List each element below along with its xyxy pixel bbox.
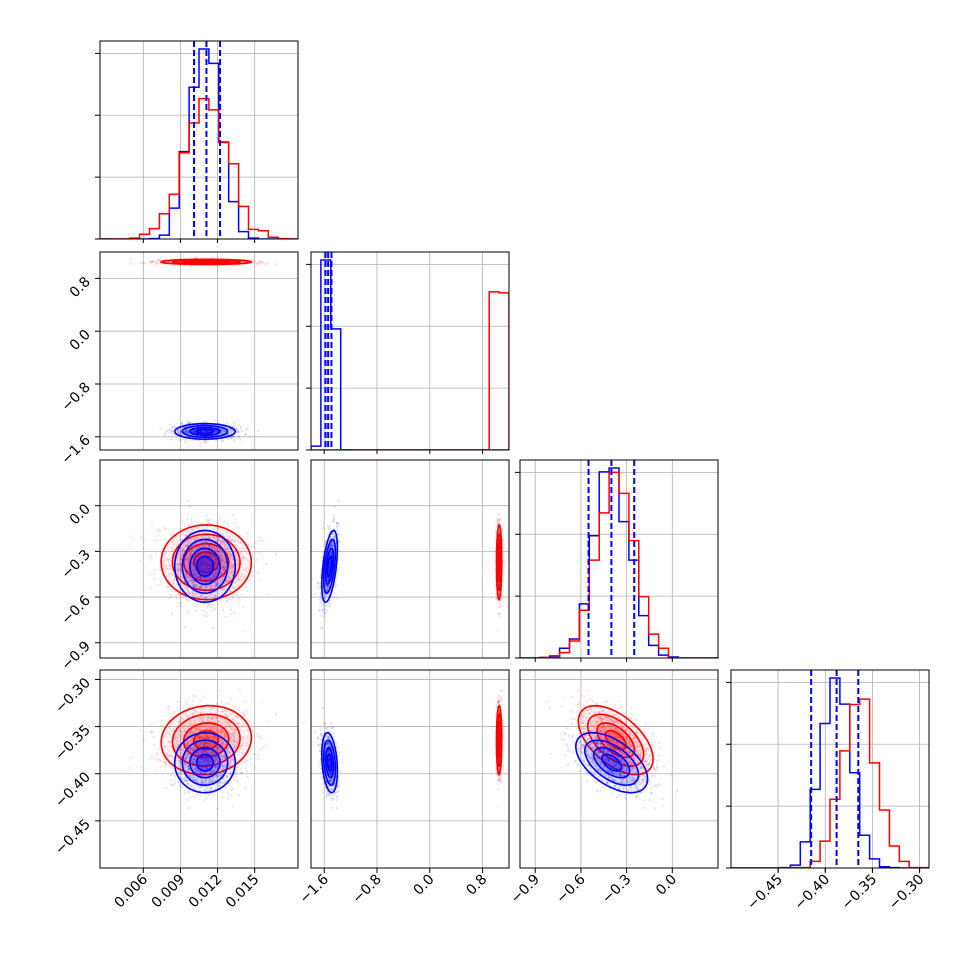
- y-axis-1: −1.6 −0.8 0.0 0.8: [58, 274, 100, 468]
- x-tick-label: −0.45: [744, 872, 786, 914]
- contour-series-1: [188, 426, 221, 437]
- contour-series-1: [574, 731, 649, 794]
- x-tick-label: −0.8: [349, 872, 384, 907]
- panel-3-2: [519, 669, 719, 869]
- x-tick-label: −0.3: [599, 872, 634, 907]
- contour-series-1: [326, 555, 333, 578]
- contour-series-1: [600, 753, 623, 772]
- x-tick-label: −0.35: [839, 872, 881, 914]
- x-tick-label: −1.6: [297, 871, 332, 906]
- y-tick-label: −0.30: [52, 675, 94, 717]
- diag-ticks-1: [306, 263, 484, 454]
- y-tick-label: −0.40: [52, 769, 94, 811]
- y-tick-label: −0.6: [58, 593, 93, 628]
- x-tick-label: −0.9: [508, 872, 543, 907]
- contour-series-1: [181, 739, 229, 787]
- x-axis-3: −0.45 −0.40 −0.35 −0.30: [744, 868, 927, 913]
- contour-series-1: [181, 538, 229, 595]
- y-tick-label: −0.9: [58, 638, 93, 673]
- contour-series-1: [188, 746, 221, 779]
- x-tick-label: 0.0: [653, 872, 680, 899]
- panel-2-1: [310, 459, 510, 659]
- x-axis-1: −1.6 −0.8 0.0 0.8: [297, 868, 490, 907]
- panel-1-1: [310, 251, 510, 451]
- y-tick-label: −0.35: [52, 722, 94, 764]
- y-axis-3: −0.45 −0.40 −0.35 −0.30: [52, 675, 100, 858]
- hist-series-0: [731, 698, 929, 868]
- y-tick-label: 0.8: [67, 274, 94, 301]
- x-tick-label: 0.006: [111, 871, 151, 911]
- contour-series-0: [497, 729, 501, 751]
- panel-1-0: [99, 251, 299, 451]
- contour-series-1: [583, 739, 640, 787]
- x-tick-label: 0.0: [411, 872, 438, 899]
- diag-ticks-2: [515, 471, 673, 662]
- panel-2-0: [99, 459, 299, 659]
- y-tick-label: −1.6: [58, 432, 93, 467]
- hist-series-0: [520, 471, 718, 658]
- x-tick-label: 0.8: [463, 872, 490, 899]
- panel-2-2: [519, 459, 719, 659]
- contour-series-1: [173, 731, 237, 794]
- contour-series-1: [326, 753, 333, 772]
- y-tick-label: −0.45: [52, 816, 94, 858]
- contour-series-1: [195, 555, 215, 578]
- y-axis-2: −0.9 −0.6 −0.3 0.0: [58, 501, 100, 674]
- hist-series-0: [311, 291, 509, 450]
- panel-3-1: [310, 669, 510, 869]
- y-tick-label: 0.0: [67, 327, 94, 354]
- panel-3-0: [99, 669, 299, 869]
- contour-series-0: [192, 260, 220, 264]
- x-axis-2: −0.9 −0.6 −0.3 0.0: [508, 868, 680, 907]
- diag-ticks-0: [95, 52, 256, 243]
- x-tick-label: −0.6: [553, 871, 588, 906]
- x-tick-label: 0.009: [149, 872, 189, 912]
- y-tick-label: −0.3: [58, 547, 93, 582]
- y-tick-label: −0.8: [58, 380, 93, 415]
- x-tick-label: −0.30: [886, 872, 928, 914]
- hist-series-0: [100, 97, 298, 239]
- panel-0-0: [99, 40, 299, 240]
- x-tick-label: 0.012: [186, 872, 226, 912]
- contour-series-1: [188, 547, 221, 586]
- contour-series-0: [497, 551, 501, 574]
- contour-series-1: [320, 529, 339, 604]
- hist-series-1: [520, 467, 718, 658]
- panel-3-3: [730, 669, 930, 869]
- x-tick-label: −0.40: [791, 872, 833, 914]
- contour-series-1: [195, 428, 215, 435]
- x-tick-label: 0.015: [223, 872, 263, 912]
- contour-series-1: [195, 753, 215, 772]
- contour-series-1: [173, 529, 237, 604]
- y-tick-label: 0.0: [67, 501, 94, 528]
